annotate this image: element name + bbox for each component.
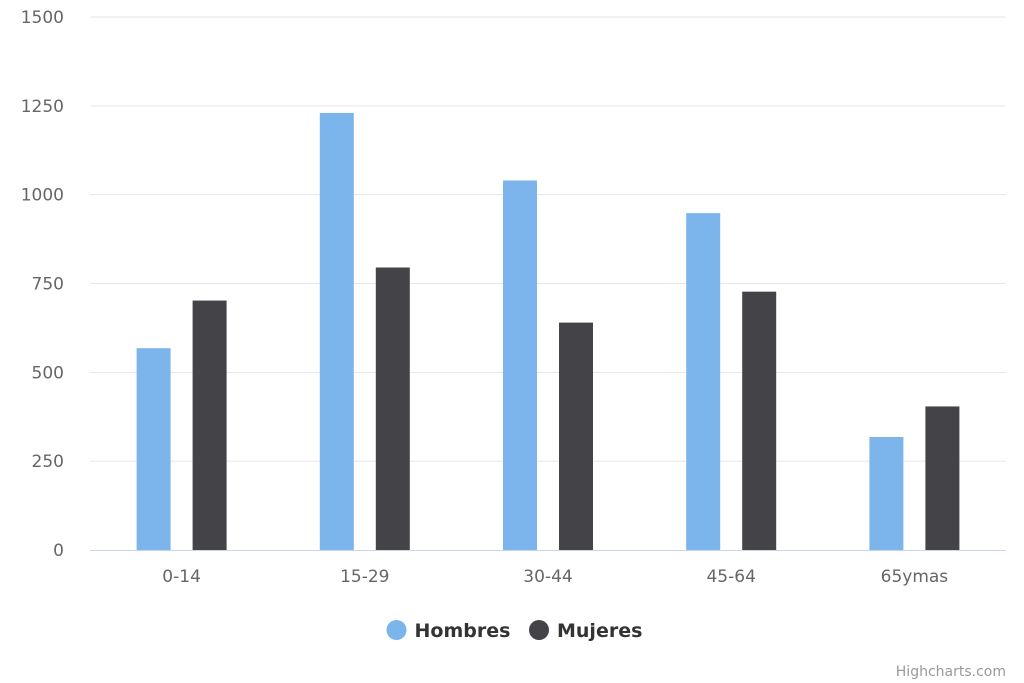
x-axis: 0-14 15-29 30-44 45-64 65ymas xyxy=(90,550,1006,587)
legend-label: Hombres xyxy=(415,620,511,642)
x-tick-label: 45-64 xyxy=(706,567,755,587)
legend-item-hombres[interactable]: Hombres xyxy=(386,620,511,642)
y-tick-label: 750 xyxy=(32,275,64,295)
bar-mujeres-30-44[interactable] xyxy=(559,322,593,550)
grid-lines xyxy=(90,16,1006,462)
bar-mujeres-15-29[interactable] xyxy=(375,267,410,550)
legend[interactable]: Hombres Mujeres xyxy=(386,620,643,642)
legend-marker-icon xyxy=(529,620,549,640)
x-tick-label: 65ymas xyxy=(881,567,949,587)
bar-hombres-15-29[interactable] xyxy=(319,112,354,550)
bar-mujeres-0-14[interactable] xyxy=(192,300,227,550)
y-tick-label: 1250 xyxy=(21,97,64,117)
bar-hombres-45-64[interactable] xyxy=(686,213,721,551)
y-tick-label: 0 xyxy=(53,541,64,561)
bar-mujeres-45-64[interactable] xyxy=(742,291,777,550)
x-tick-label: 30-44 xyxy=(523,567,572,587)
credits-link[interactable]: Highcharts.com xyxy=(896,664,1006,680)
bar-mujeres-65ymas[interactable] xyxy=(925,406,960,550)
y-tick-label: 1500 xyxy=(21,8,64,28)
x-tick-label: 15-29 xyxy=(340,567,389,587)
y-tick-label: 500 xyxy=(32,363,64,383)
legend-marker-icon xyxy=(386,620,407,640)
bars xyxy=(136,112,960,551)
legend-item-mujeres[interactable]: Mujeres xyxy=(529,620,642,642)
bar-hombres-30-44[interactable] xyxy=(503,180,537,550)
x-tick-label: 0-14 xyxy=(162,567,201,587)
legend-label: Mujeres xyxy=(557,620,642,642)
y-axis: 0 250 500 750 1000 1250 1500 xyxy=(21,8,64,561)
bar-hombres-0-14[interactable] xyxy=(136,348,171,550)
y-tick-label: 1000 xyxy=(21,186,64,206)
y-tick-label: 250 xyxy=(32,452,64,472)
bar-hombres-65ymas[interactable] xyxy=(869,437,904,550)
